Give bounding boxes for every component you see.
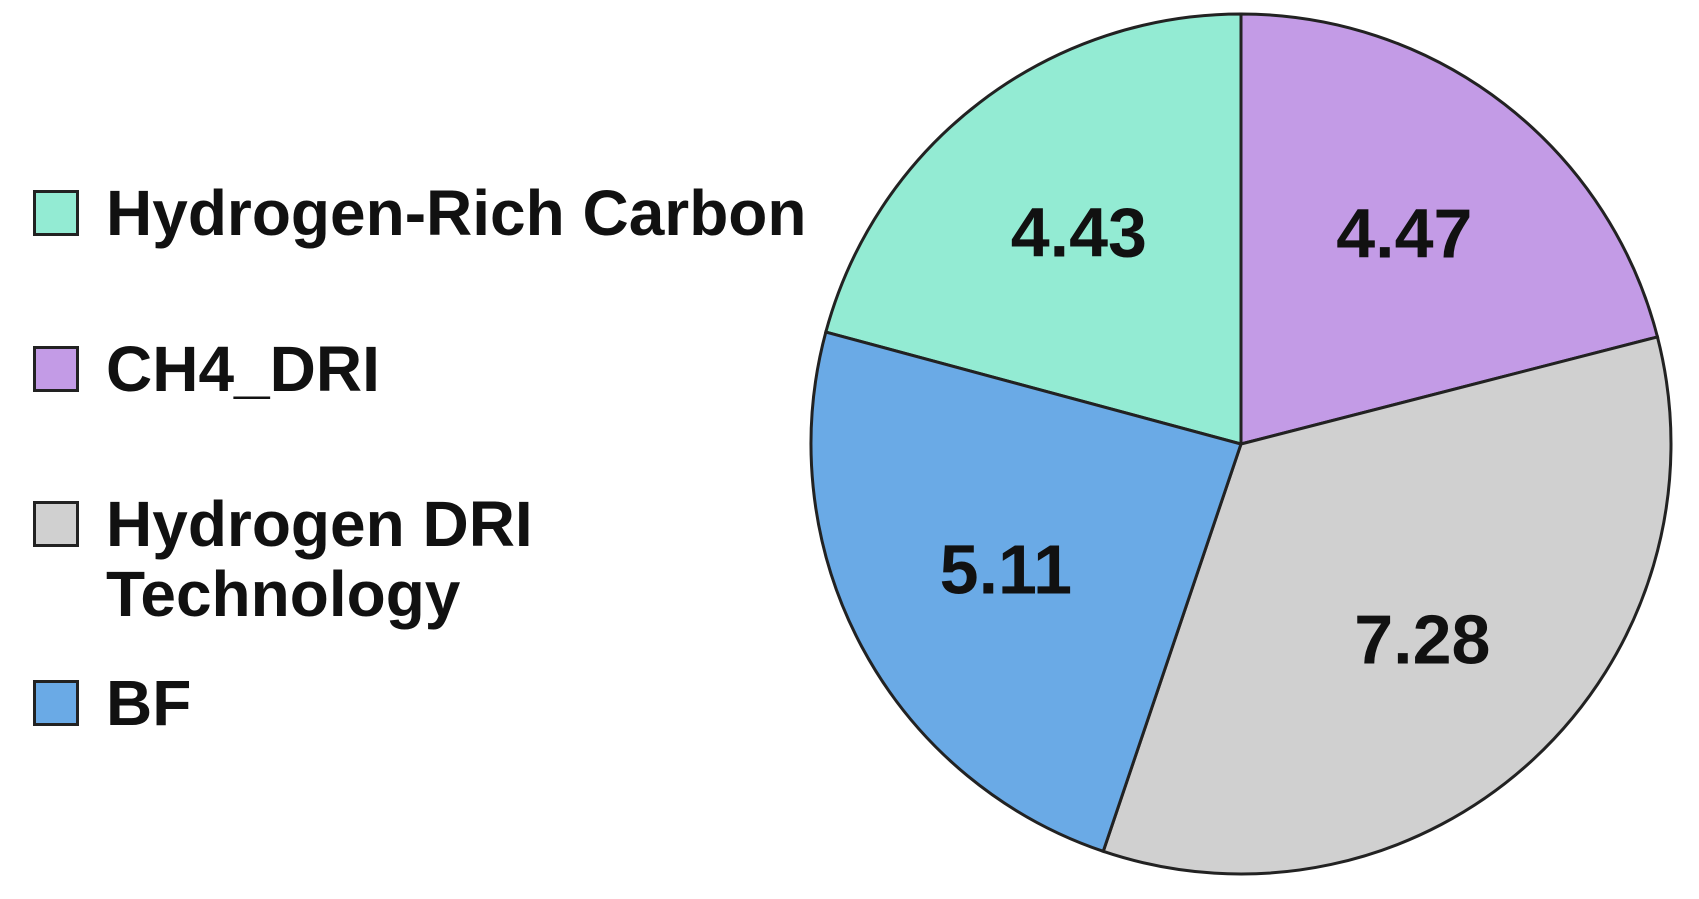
data-label: 4.43 (1011, 193, 1147, 271)
legend-label: BF (106, 667, 192, 739)
pie-slice (823, 12, 1243, 446)
legend-item: Hydrogen DRI Technology (33, 489, 666, 629)
data-label: 7.28 (1354, 600, 1490, 678)
legend-swatch (33, 501, 79, 547)
legend-label: CH4_DRI (106, 333, 380, 405)
pie-slice (809, 330, 1243, 854)
legend-label: Hydrogen DRI Technology (106, 488, 533, 630)
legend-item: CH4_DRI (33, 334, 666, 404)
legend-swatch (33, 680, 79, 726)
pie-slice (1101, 335, 1673, 876)
data-label: 5.11 (940, 531, 1072, 609)
legend-item: BF (33, 668, 666, 738)
legend-swatch (33, 346, 79, 392)
pie-slice (1239, 12, 1660, 446)
legend-item: Hydrogen-Rich Carbon (33, 177, 807, 249)
data-label: 4.47 (1336, 194, 1472, 272)
legend-swatch (33, 190, 79, 236)
legend-label: Hydrogen-Rich Carbon (106, 177, 807, 249)
